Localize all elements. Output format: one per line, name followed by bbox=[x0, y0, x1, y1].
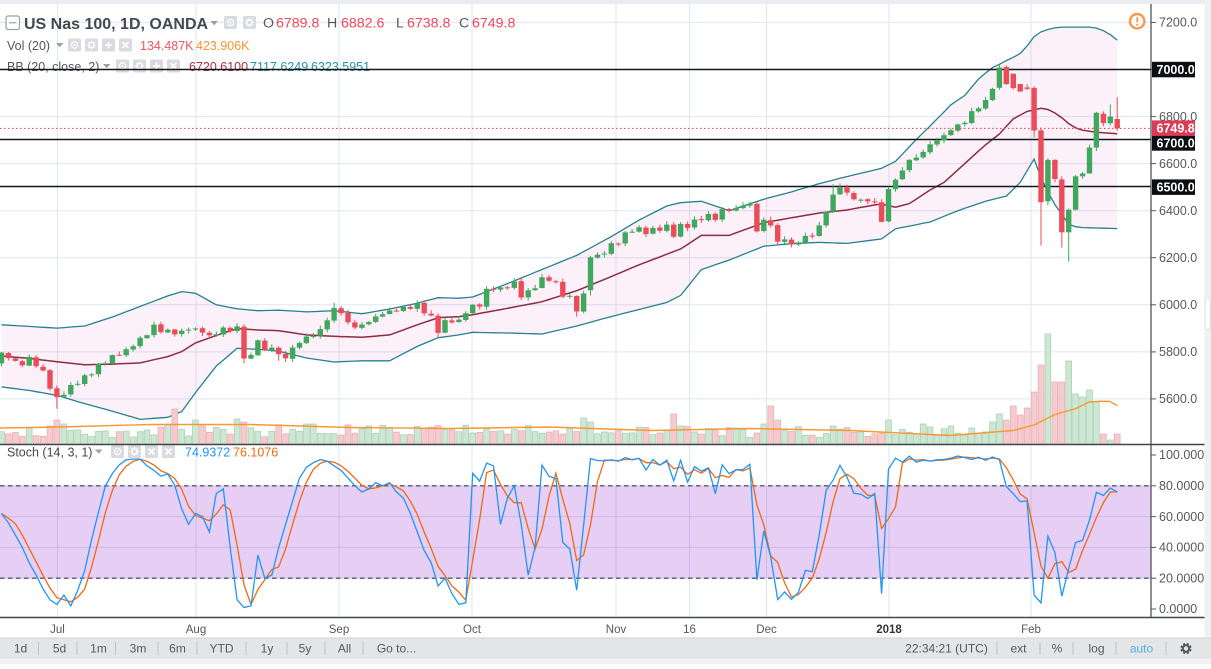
svg-text:1y: 1y bbox=[261, 642, 274, 656]
svg-text:Dec: Dec bbox=[756, 624, 777, 636]
svg-text:100.0000: 100.0000 bbox=[1159, 448, 1211, 462]
svg-text:US Nas 100, 1D, OANDA: US Nas 100, 1D, OANDA bbox=[24, 16, 209, 33]
svg-text:6323.5951: 6323.5951 bbox=[311, 60, 370, 74]
svg-text:7000.0: 7000.0 bbox=[1157, 63, 1195, 77]
svg-text:log: log bbox=[1088, 642, 1104, 656]
svg-text:All: All bbox=[338, 642, 351, 656]
svg-text:22:34:21 (UTC): 22:34:21 (UTC) bbox=[905, 642, 988, 656]
svg-text:Go to...: Go to... bbox=[377, 642, 416, 656]
svg-text:5800.0: 5800.0 bbox=[1159, 345, 1197, 359]
svg-text:20.0000: 20.0000 bbox=[1159, 571, 1204, 585]
svg-text:Oct: Oct bbox=[463, 624, 482, 636]
svg-text:1d: 1d bbox=[14, 642, 27, 656]
svg-text:7200.0: 7200.0 bbox=[1159, 16, 1197, 30]
svg-text:134.487K: 134.487K bbox=[140, 39, 194, 53]
svg-text:40.0000: 40.0000 bbox=[1159, 541, 1204, 555]
svg-text:5600.0: 5600.0 bbox=[1159, 392, 1197, 406]
svg-text:Stoch (14, 3, 1): Stoch (14, 3, 1) bbox=[7, 446, 92, 460]
svg-text:Aug: Aug bbox=[186, 624, 206, 636]
svg-text:5d: 5d bbox=[53, 642, 66, 656]
svg-text:1m: 1m bbox=[90, 642, 107, 656]
svg-text:6000.0: 6000.0 bbox=[1159, 298, 1197, 312]
svg-text:0.0000: 0.0000 bbox=[1159, 602, 1197, 616]
svg-text:2018: 2018 bbox=[876, 624, 902, 636]
svg-text:Jul: Jul bbox=[50, 624, 65, 636]
svg-text:auto: auto bbox=[1130, 642, 1154, 656]
svg-text:423.906K: 423.906K bbox=[196, 39, 250, 53]
svg-text:5y: 5y bbox=[299, 642, 312, 656]
svg-text:%: % bbox=[1052, 642, 1063, 656]
svg-text:6400.0: 6400.0 bbox=[1159, 204, 1197, 218]
svg-text:6720.6100: 6720.6100 bbox=[189, 60, 248, 74]
svg-text:76.1076: 76.1076 bbox=[233, 446, 278, 460]
svg-text:3m: 3m bbox=[130, 642, 147, 656]
svg-text:6m: 6m bbox=[169, 642, 186, 656]
svg-text:6500.0: 6500.0 bbox=[1157, 181, 1195, 195]
svg-text:7117.6249: 7117.6249 bbox=[250, 60, 308, 74]
svg-text:Feb: Feb bbox=[1021, 624, 1041, 636]
svg-text:74.9372: 74.9372 bbox=[185, 446, 230, 460]
svg-text:6600.0: 6600.0 bbox=[1159, 157, 1197, 171]
svg-text:BB (20, close, 2): BB (20, close, 2) bbox=[7, 60, 99, 74]
svg-text:6749.8: 6749.8 bbox=[1157, 122, 1195, 136]
svg-text:60.0000: 60.0000 bbox=[1159, 510, 1204, 524]
svg-text:6700.0: 6700.0 bbox=[1157, 136, 1195, 150]
svg-text:80.0000: 80.0000 bbox=[1159, 479, 1204, 493]
svg-text:YTD: YTD bbox=[210, 642, 234, 656]
svg-text:16: 16 bbox=[683, 624, 696, 636]
svg-text:Nov: Nov bbox=[606, 624, 627, 636]
svg-text:ext: ext bbox=[1010, 642, 1027, 656]
svg-text:Vol (20): Vol (20) bbox=[7, 39, 50, 53]
svg-text:Sep: Sep bbox=[329, 624, 349, 636]
svg-text:6200.0: 6200.0 bbox=[1159, 251, 1197, 265]
